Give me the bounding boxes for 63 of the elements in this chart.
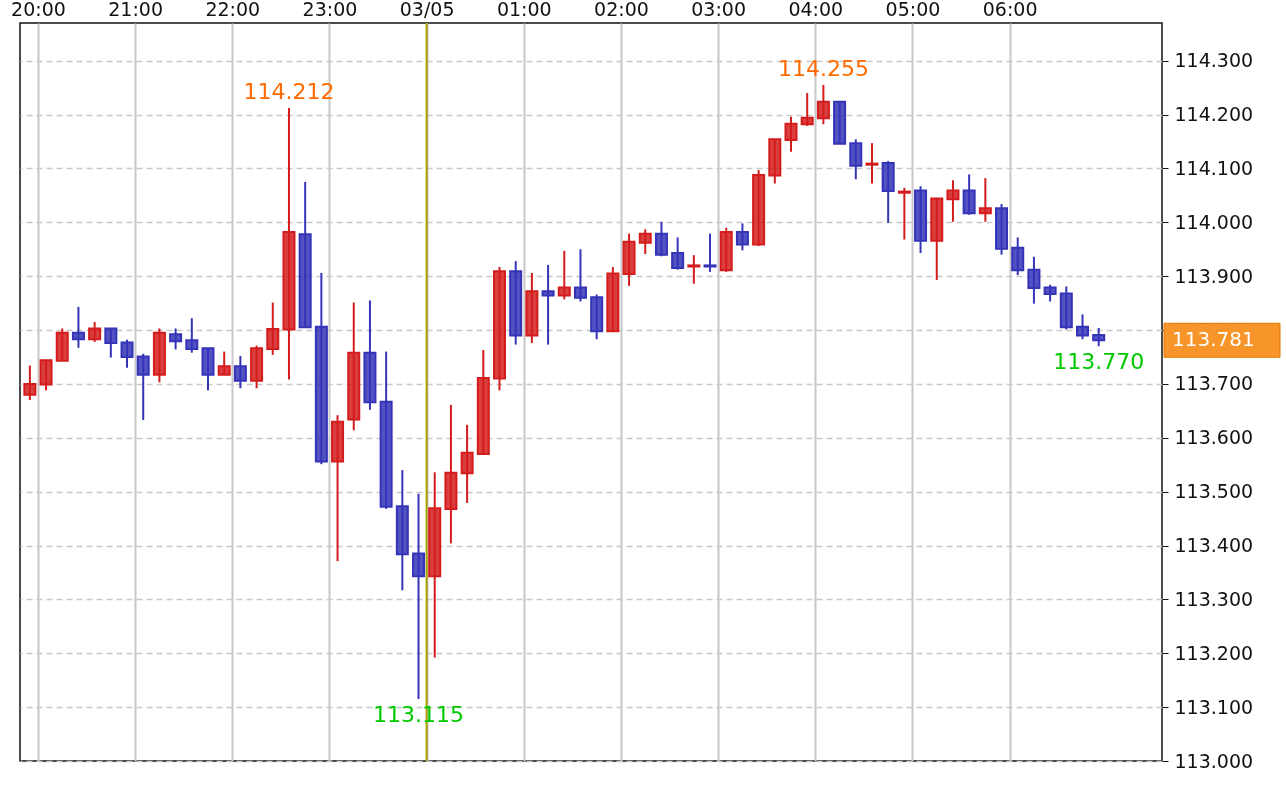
candlestick [233,354,247,390]
candlestick [23,364,37,402]
candlestick [638,228,652,256]
candlestick [865,142,879,185]
candlestick [978,177,992,223]
x-tick-label: 06:00 [982,0,1038,20]
candlestick [185,317,199,354]
candlestick [217,350,231,376]
y-tick-label: 113.400 [1174,534,1254,557]
x-tick-label: 23:00 [302,0,358,20]
candlestick [460,423,474,504]
candlestick [1092,326,1106,348]
candlestick [169,327,183,351]
candlestick [654,220,668,258]
candlestick [687,254,701,285]
x-tick-label: 05:00 [885,0,941,20]
y-tick-label: 113.700 [1174,372,1254,395]
y-tick-label: 113.300 [1174,587,1254,610]
candlestick [816,83,830,126]
y-tick-label: 113.100 [1174,695,1254,718]
text: 113.781 [1172,327,1255,352]
candlestick [703,232,717,273]
candlestick [1027,255,1041,305]
candlestick [88,320,102,343]
candlestick [946,179,960,223]
candlestick [104,327,118,359]
candlestick [266,301,280,356]
y-tick-label: 113.900 [1174,264,1254,287]
y-tick-label: 114.200 [1174,103,1254,126]
candlestick [849,138,863,181]
annotation: 114.255 [777,55,869,81]
candlestick [897,186,911,241]
candlestick [573,248,587,303]
x-tick-label: 01:00 [496,0,552,20]
y-tick-label: 113.500 [1174,480,1254,503]
candlestick [735,222,749,252]
candlestick [671,236,685,271]
candlestick [136,352,150,422]
candlestick [800,92,814,127]
candlestick [784,115,798,153]
y-tick-label: 114.300 [1174,49,1254,72]
candlestick [1011,236,1025,277]
x-tick-label: 03/05 [399,0,455,20]
x-tick-label: 03:00 [691,0,747,20]
annotation: 113.770 [1053,349,1145,375]
y-tick-label: 114.000 [1174,210,1254,233]
candlestick [557,249,571,301]
candlestick [120,338,134,369]
candlestick [541,263,555,346]
y-tick-label: 114.100 [1174,156,1254,179]
y-tick-label: 113.200 [1174,641,1254,664]
candlestick [962,173,976,216]
x-tick-label: 20:00 [11,0,66,20]
candlestick [1076,313,1090,341]
x-tick-label: 02:00 [594,0,649,20]
candlestick [412,492,426,701]
annotation: 114.212 [243,79,335,105]
x-tick-label: 04:00 [788,0,844,20]
candlestick [71,305,85,349]
y-tick-label: 113.000 [1174,749,1254,772]
x-tick-label: 21:00 [108,0,164,20]
x-tick-label: 22:00 [205,0,261,20]
y-tick-label: 113.600 [1174,426,1254,449]
